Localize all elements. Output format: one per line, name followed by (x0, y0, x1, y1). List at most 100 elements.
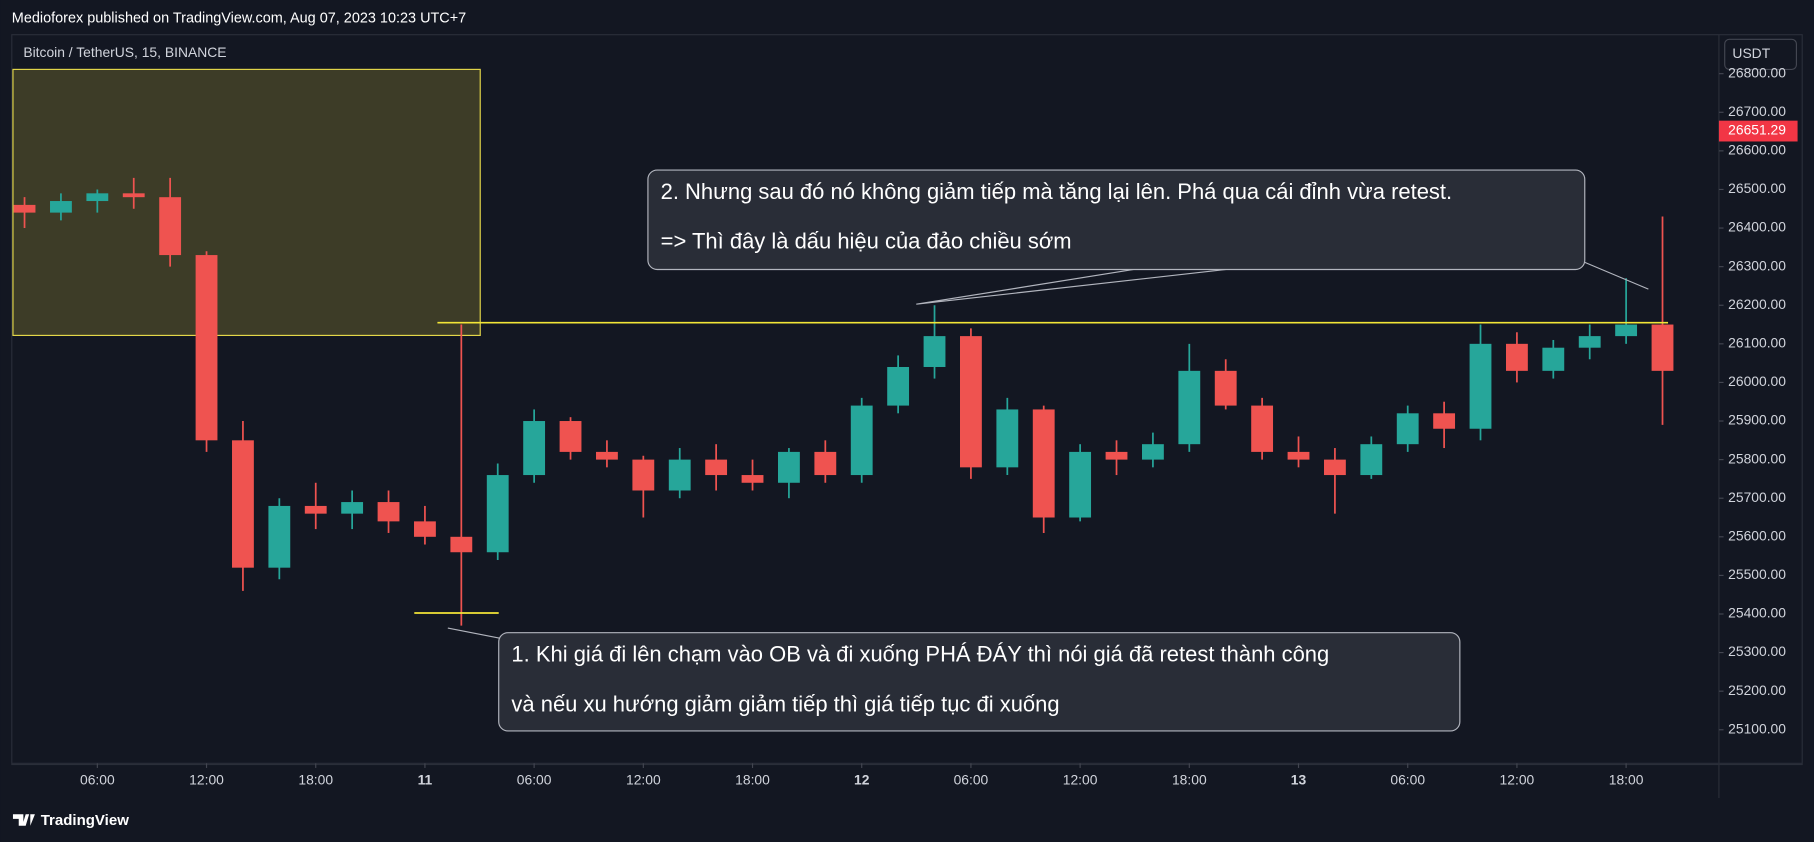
candle-body (1578, 336, 1601, 348)
annotation-text: và nếu xu hướng giảm giảm tiếp thì giá t… (511, 691, 1059, 716)
y-tick-label: 26100.00 (1728, 334, 1786, 350)
candle-body (1251, 405, 1274, 452)
candle-body (1032, 409, 1055, 518)
chart-frame (11, 34, 1803, 766)
candle-body (486, 475, 509, 553)
candle-body (1178, 370, 1201, 445)
x-tick-label: 13 (1291, 771, 1307, 787)
annotation-text: 1. Khi giá đi lên chạm vào OB và đi xuốn… (511, 642, 1329, 667)
x-tick-label: 12:00 (189, 771, 224, 787)
annotation-box (498, 632, 1461, 732)
candle-body (850, 405, 873, 476)
candle-body (1323, 459, 1346, 476)
candle-body (705, 459, 728, 476)
y-tick-label: 25900.00 (1728, 412, 1786, 428)
candle-body (1542, 347, 1565, 371)
x-tick-label: 06:00 (517, 771, 552, 787)
candle-body (1469, 343, 1492, 429)
annotation-box (647, 169, 1586, 271)
x-tick-label: 11 (418, 771, 433, 787)
last-price-label: 26651.29 (1728, 122, 1786, 138)
x-tick-label: 18:00 (298, 771, 333, 787)
candle-body (232, 440, 254, 568)
candle-body (377, 502, 400, 522)
y-tick-label: 26300.00 (1728, 257, 1786, 273)
y-tick-label: 25600.00 (1728, 527, 1786, 543)
candle-body (341, 502, 364, 514)
candle-body (1505, 343, 1528, 371)
x-tick-label: 12:00 (1063, 771, 1098, 787)
brand: TradingView (41, 812, 129, 829)
candle-body (523, 421, 546, 476)
candle-body (887, 366, 910, 406)
y-tick-label: 25300.00 (1728, 643, 1786, 659)
footer-logo: TradingView (12, 812, 129, 829)
candle-body (778, 451, 800, 483)
y-tick-label: 26500.00 (1728, 180, 1786, 196)
candle-body (632, 459, 655, 491)
annotation-text: 2. Nhưng sau đó nó không giảm tiếp mà tă… (661, 179, 1452, 204)
pointer (1582, 260, 1649, 290)
candle-body (741, 475, 764, 483)
y-tick-label: 25700.00 (1728, 489, 1786, 505)
plot-area (12, 68, 1674, 626)
x-tick-label: 18:00 (735, 771, 770, 787)
y-tick-label: 25500.00 (1728, 566, 1786, 582)
candle-body (1433, 413, 1456, 429)
y-tick-label: 25200.00 (1728, 682, 1786, 698)
x-tick-label: 06:00 (954, 771, 989, 787)
candle-body (1396, 413, 1419, 445)
candle-body (122, 193, 145, 198)
candle-body (195, 255, 218, 441)
candle-body (1287, 451, 1310, 460)
y-tick-label: 26700.00 (1728, 103, 1786, 119)
x-tick-label: 06:00 (80, 771, 115, 787)
y-tick-label: 26800.00 (1728, 64, 1786, 80)
candle-body (268, 505, 291, 568)
y-tick-label: 25800.00 (1728, 450, 1786, 466)
candle-body (450, 536, 473, 553)
x-tick-label: 12 (854, 771, 870, 787)
y-tick-label: 26000.00 (1728, 373, 1786, 389)
order-block-zone (12, 68, 481, 336)
candle-body (1615, 324, 1638, 337)
candle-body (1069, 451, 1092, 518)
publish-info: Medioforex published on TradingView.com,… (12, 10, 466, 26)
y-tick-label: 26400.00 (1728, 219, 1786, 235)
y-tick-label: 26600.00 (1728, 142, 1786, 158)
candle-body (1105, 451, 1128, 460)
candle-body (996, 409, 1019, 468)
candle-body (159, 197, 182, 256)
candle-body (1360, 444, 1383, 476)
x-tick-label: 12:00 (626, 771, 661, 787)
annotation-2: 2. Nhưng sau đó nó không giảm tiếp mà tă… (647, 169, 1649, 305)
x-tick-label: 18:00 (1609, 771, 1644, 787)
candle-body (1141, 444, 1164, 460)
candle-body (596, 451, 618, 460)
candle-body (1214, 370, 1237, 406)
x-tick-label: 18:00 (1172, 771, 1207, 787)
candle-body (668, 459, 691, 491)
last-price-box (1718, 120, 1798, 142)
y-tick-label: 25100.00 (1728, 720, 1786, 736)
x-tick-label: 12:00 (1500, 771, 1535, 787)
candle-body (86, 193, 109, 202)
currency-button[interactable] (1724, 38, 1797, 70)
pointer (916, 268, 1227, 305)
x-tick-label: 06:00 (1390, 771, 1425, 787)
logo-icon (12, 814, 35, 826)
candle-body (923, 336, 946, 367)
candle-body (50, 201, 72, 213)
candle-body (559, 421, 582, 452)
candle-body (814, 451, 837, 476)
annotation-1: 1. Khi giá đi lên chạm vào OB và đi xuốn… (447, 627, 1461, 732)
annotation-text: => Thì đây là dấu hiệu của đảo chiều sớm (661, 229, 1072, 254)
candle-body (1651, 324, 1674, 371)
y-tick-label: 25400.00 (1728, 605, 1786, 621)
candle-body (414, 521, 436, 537)
currency-label: USDT (1732, 45, 1770, 61)
pointer (447, 627, 502, 640)
candle-body (13, 204, 36, 213)
candle-body (960, 336, 982, 468)
